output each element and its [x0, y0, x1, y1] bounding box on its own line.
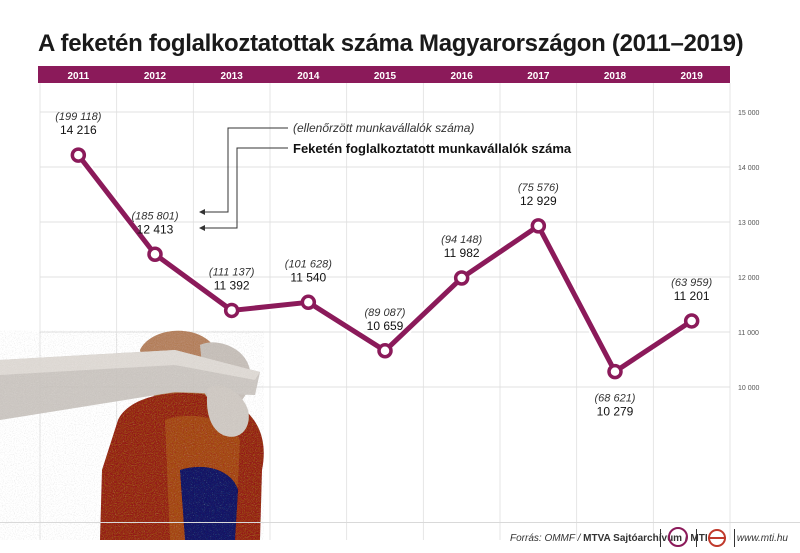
chart-title: A feketén foglalkoztatottak száma Magyar…	[38, 30, 744, 57]
y-tick-label: 11 000	[738, 330, 759, 337]
value-label: 11 392	[214, 278, 250, 292]
data-point	[300, 294, 317, 311]
value-label: 10 659	[367, 319, 404, 333]
y-axis-ticks: 15 000 14 000 13 000 12 000 11 000 10 000	[738, 110, 760, 392]
data-point	[147, 246, 163, 263]
legend-black-label: Feketén foglalkoztatott munkavállalók sz…	[293, 141, 572, 156]
year-label: 2014	[297, 71, 320, 82]
legend-arrows	[199, 127, 288, 231]
worker-illustration	[0, 330, 264, 540]
footer: Forrás: OMMF / MTVA Sajtóarchívum / MTI …	[0, 522, 800, 553]
source-text: Forrás: OMMF / MTVA Sajtóarchívum / MTI	[510, 533, 708, 544]
year-label: 2011	[67, 71, 89, 82]
separator	[734, 529, 735, 547]
value-label: 11 201	[674, 289, 710, 303]
legend-arrow-checked	[203, 127, 288, 213]
separator	[696, 529, 697, 547]
y-tick-label: 13 000	[738, 220, 760, 227]
mti-logo-icon	[708, 529, 726, 547]
mtva-logo-icon	[668, 527, 688, 547]
data-point	[377, 343, 393, 359]
value-label: 11 540	[290, 270, 326, 284]
value-label: 12 413	[137, 222, 174, 236]
legend-checked-label: (ellenőrzött munkavállalók száma)	[293, 121, 474, 135]
value-label: 10 279	[597, 405, 634, 419]
checked-count-label: (63 959)	[671, 277, 712, 289]
checked-count-label: (94 148)	[441, 234, 482, 246]
data-point	[607, 363, 623, 380]
data-points	[70, 147, 700, 380]
year-label: 2017	[527, 71, 550, 82]
checked-count-label: (185 801)	[131, 210, 178, 222]
value-label: 11 982	[444, 246, 480, 260]
data-point	[530, 218, 547, 234]
checked-count-label: (68 621)	[595, 393, 636, 405]
value-label: 14 216	[60, 123, 97, 137]
year-label: 2013	[221, 71, 244, 82]
separator	[660, 529, 661, 547]
checked-count-label: (111 137)	[209, 266, 255, 278]
legend-arrow-black	[203, 147, 288, 229]
checked-count-label: (89 087)	[365, 307, 406, 319]
data-point	[223, 302, 240, 319]
data-point	[453, 270, 470, 286]
y-tick-label: 15 000	[738, 110, 760, 117]
value-label: 12 929	[520, 194, 557, 208]
y-tick-label: 12 000	[738, 275, 760, 282]
year-label: 2012	[144, 71, 167, 82]
year-label: 2019	[681, 71, 704, 82]
data-point	[70, 147, 87, 163]
year-label: 2018	[604, 71, 627, 82]
source-bold: MTVA Sajtóarchívum / MTI	[583, 533, 708, 544]
year-header-bar	[38, 66, 730, 83]
year-label: 2016	[451, 71, 474, 82]
data-point	[683, 313, 700, 329]
checked-count-label: (101 628)	[285, 258, 332, 270]
data-labels: (199 118)14 216(185 801)12 413(111 137)1…	[55, 111, 712, 419]
y-tick-label: 14 000	[738, 165, 760, 172]
source-prefix: Forrás: OMMF /	[510, 533, 581, 544]
checked-count-label: (199 118)	[55, 111, 102, 123]
year-labels: 2011 2012 2013 2014 2015 2016 2017 2018 2019	[67, 71, 703, 82]
year-label: 2015	[374, 71, 397, 82]
y-tick-label: 10 000	[738, 385, 760, 392]
checked-count-label: (75 576)	[518, 182, 559, 194]
website-link[interactable]: www.mti.hu	[736, 533, 788, 544]
